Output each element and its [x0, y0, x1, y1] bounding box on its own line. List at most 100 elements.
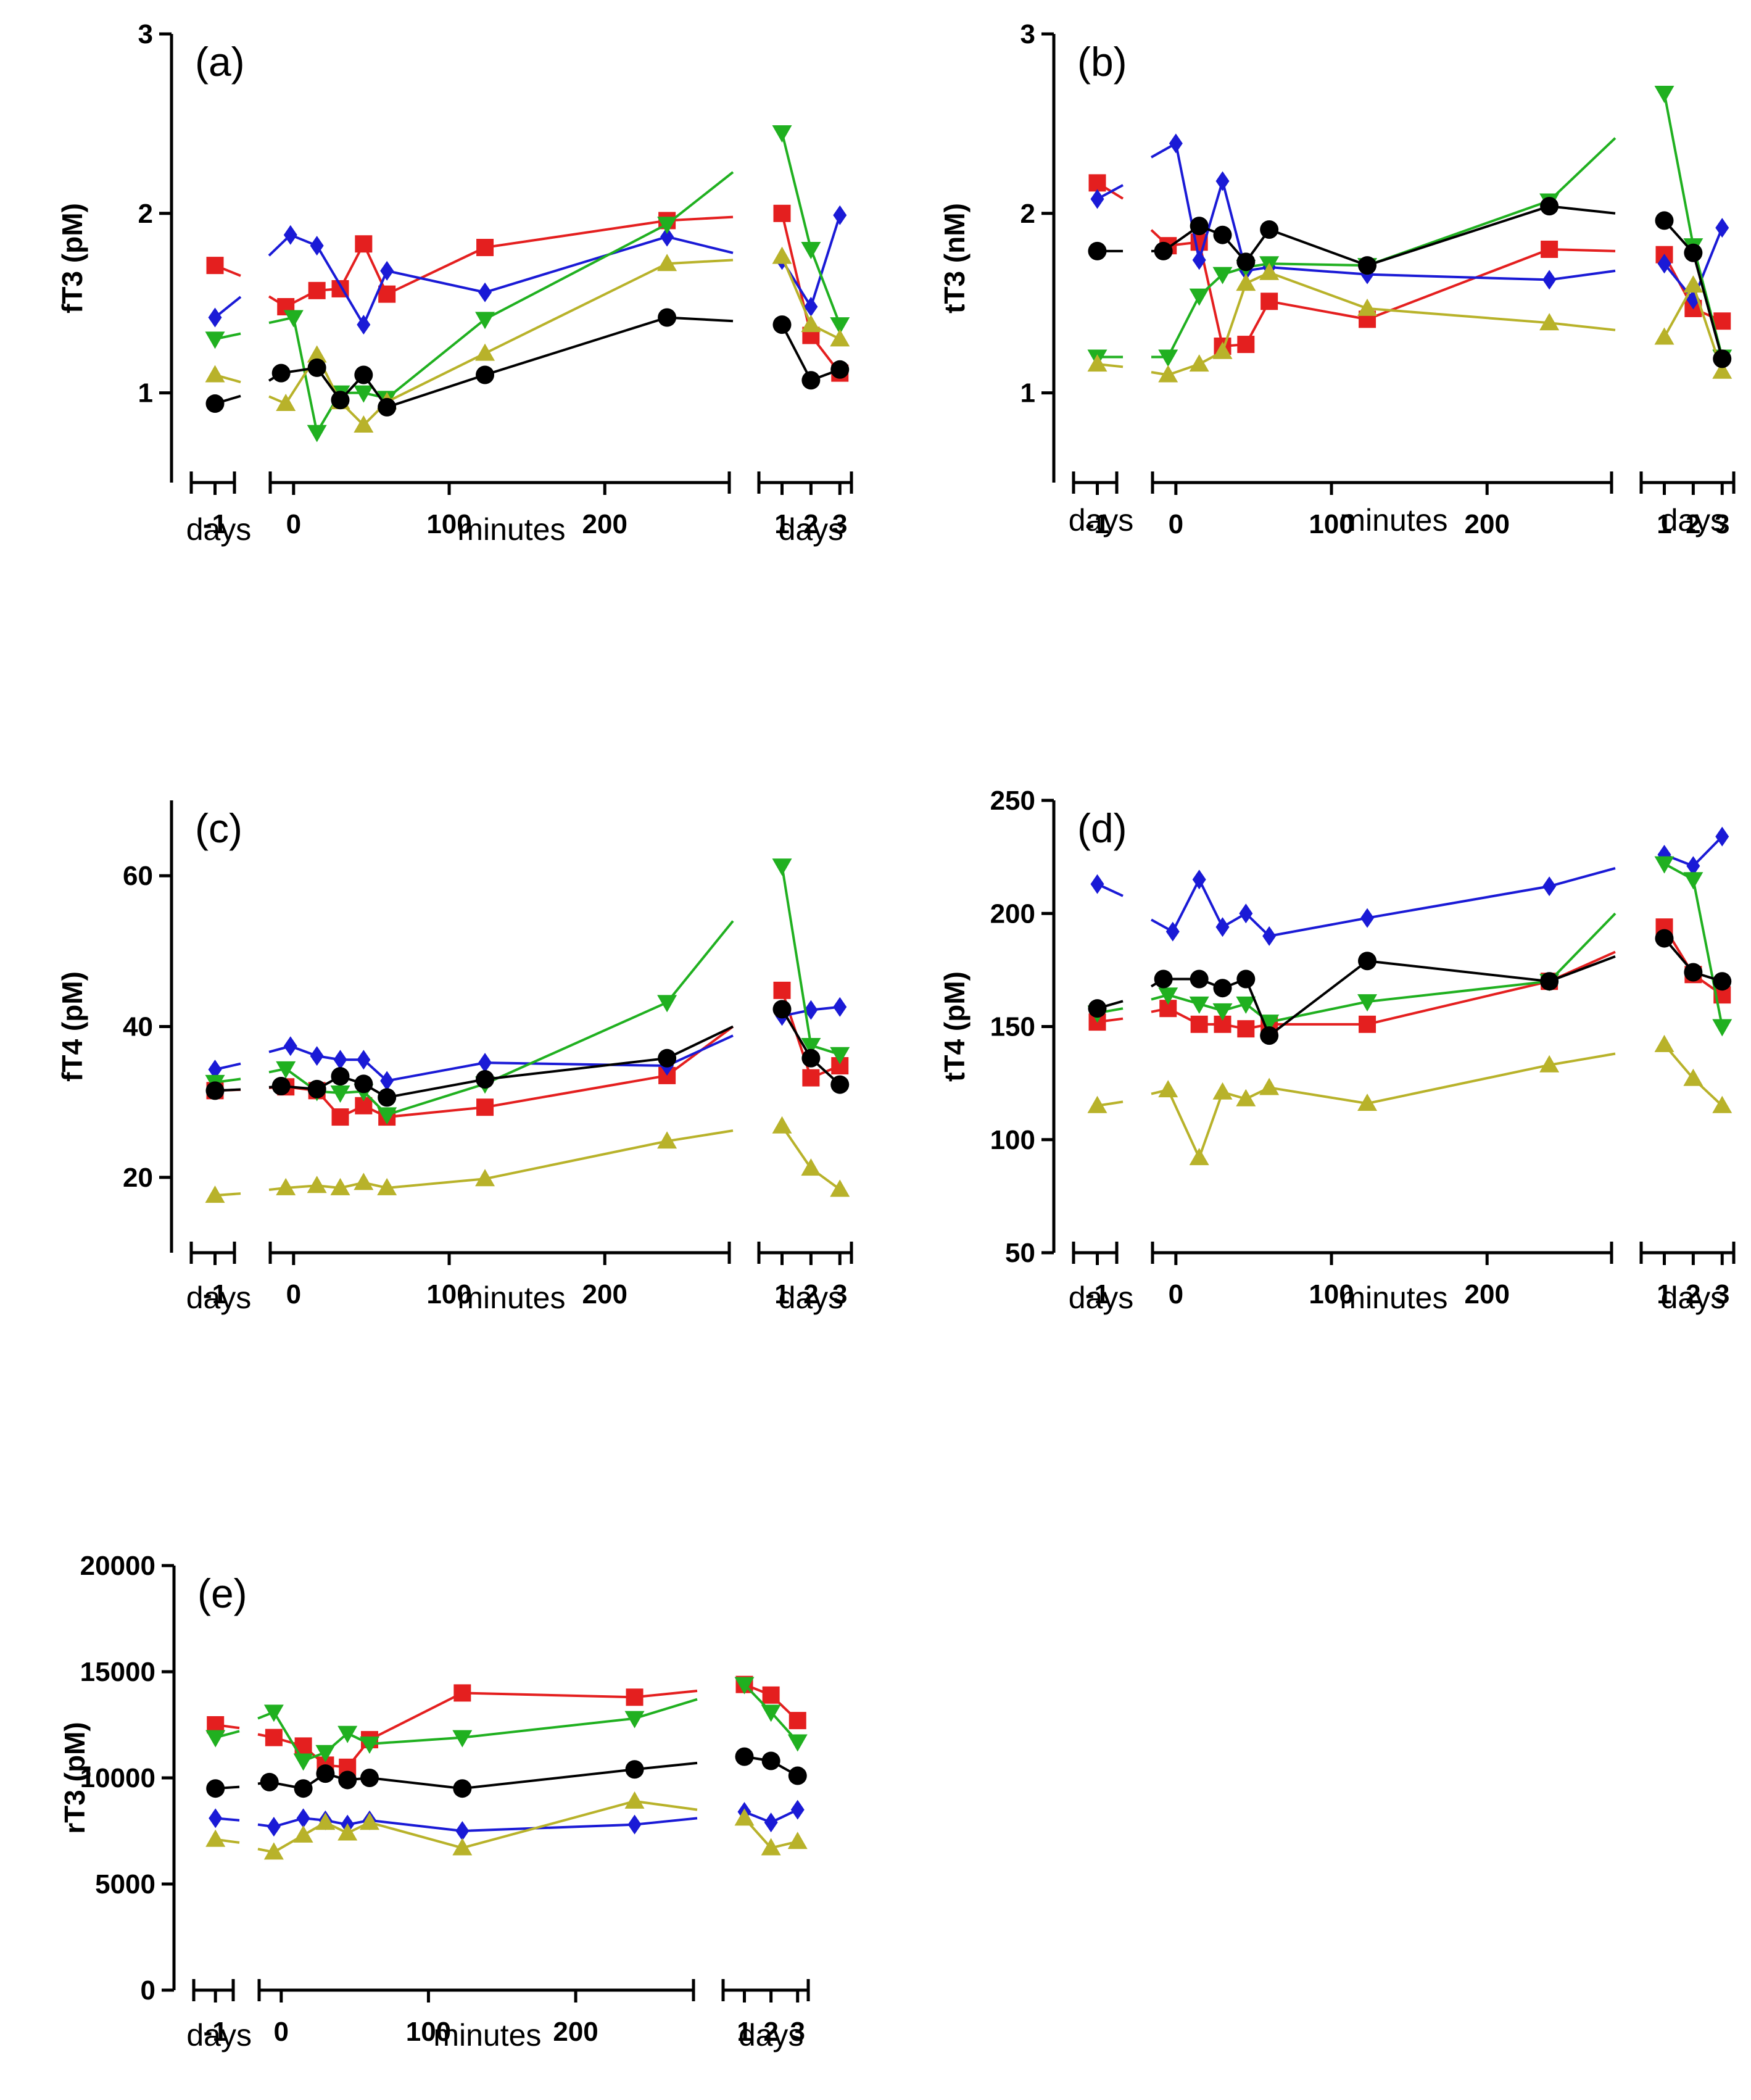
- data-point: [271, 363, 291, 383]
- data-point: [1655, 211, 1674, 230]
- data-point: [1213, 979, 1232, 998]
- data-point: [205, 394, 225, 413]
- x-segment-label: days: [1069, 503, 1134, 537]
- data-point: [354, 365, 373, 384]
- series-line-days: [780, 213, 841, 374]
- data-point: [354, 385, 374, 403]
- data-point: [283, 310, 304, 328]
- data-point: [1539, 1055, 1560, 1073]
- data-point: [263, 1842, 284, 1860]
- data-point: [378, 397, 397, 417]
- data-point: [772, 858, 792, 876]
- data-point: [830, 1075, 850, 1094]
- data-point: [1357, 994, 1378, 1012]
- panel-label: (c): [195, 805, 242, 851]
- data-point: [294, 1779, 313, 1798]
- data-point: [476, 239, 494, 257]
- data-point: [1189, 1148, 1209, 1166]
- series-black: [205, 1000, 850, 1107]
- data-point: [478, 1053, 492, 1073]
- data-point: [307, 1176, 327, 1193]
- data-point: [360, 1769, 379, 1787]
- data-point: [1192, 250, 1206, 270]
- data-point: [657, 1131, 677, 1149]
- data-point: [1542, 270, 1557, 290]
- data-point: [331, 1067, 350, 1086]
- x-segment-label: minutes: [457, 1280, 565, 1315]
- data-point: [205, 1829, 226, 1847]
- data-point: [1657, 254, 1671, 274]
- data-point: [283, 225, 297, 245]
- data-point: [624, 1791, 645, 1809]
- data-point: [1190, 969, 1209, 989]
- data-point: [1154, 969, 1173, 989]
- series-blue: [1090, 133, 1729, 310]
- data-point: [802, 1069, 820, 1087]
- data-point: [658, 308, 677, 327]
- x-tick-label: 200: [1465, 509, 1510, 539]
- data-point: [307, 345, 327, 363]
- data-point: [1358, 256, 1377, 275]
- data-point: [801, 371, 821, 390]
- data-point: [276, 1061, 296, 1079]
- data-point: [1713, 972, 1732, 991]
- y-tick-label: 2: [138, 199, 153, 229]
- x-tick-label: 1: [774, 1279, 789, 1309]
- data-point: [359, 1812, 379, 1830]
- data-point: [1212, 1003, 1233, 1021]
- data-point: [1087, 1095, 1107, 1113]
- data-point: [1158, 365, 1178, 383]
- data-point: [315, 1745, 336, 1762]
- data-point: [1158, 1080, 1178, 1098]
- data-point: [627, 1814, 642, 1835]
- data-point: [476, 365, 495, 384]
- data-point: [1090, 189, 1104, 209]
- data-point: [1539, 313, 1560, 331]
- data-point: [1686, 856, 1700, 876]
- x-tick-label: 1: [1657, 509, 1671, 539]
- data-point: [788, 1766, 807, 1785]
- series-line-days: [780, 215, 842, 310]
- data-point: [1260, 1026, 1279, 1045]
- data-point: [773, 981, 791, 999]
- data-point: [1712, 1095, 1732, 1113]
- x-tick-label: 200: [1465, 1279, 1510, 1309]
- data-point: [1262, 926, 1277, 946]
- data-point: [307, 425, 327, 442]
- data-point: [1212, 341, 1233, 359]
- data-point: [1090, 874, 1104, 894]
- data-point: [475, 343, 495, 361]
- data-point: [764, 1812, 778, 1833]
- y-tick-label: 3: [138, 19, 153, 49]
- data-point: [1654, 85, 1674, 103]
- data-point: [276, 1177, 296, 1195]
- data-point: [263, 1704, 284, 1722]
- data-point: [354, 1074, 373, 1094]
- series-black: [206, 1747, 807, 1798]
- x-segment-label: minutes: [1339, 503, 1447, 537]
- data-point: [1684, 963, 1703, 982]
- data-point: [476, 1070, 495, 1089]
- data-point: [359, 1736, 379, 1754]
- data-point: [801, 1038, 821, 1056]
- x-segment-label: days: [779, 1280, 844, 1315]
- data-point: [1542, 876, 1557, 897]
- data-point: [1260, 220, 1279, 239]
- series-line-days: [780, 1125, 841, 1190]
- data-point: [1189, 288, 1209, 306]
- data-point: [1212, 1082, 1233, 1100]
- data-point: [772, 125, 792, 143]
- x-tick-label: -1: [203, 509, 227, 539]
- x-tick-label: 0: [1169, 1279, 1183, 1309]
- data-point: [1715, 218, 1729, 238]
- x-tick-label: 200: [582, 509, 627, 539]
- data-point: [310, 1046, 324, 1066]
- data-point: [1165, 921, 1180, 942]
- data-point: [787, 1734, 808, 1752]
- x-segment-label: days: [186, 512, 252, 547]
- data-point: [357, 315, 371, 335]
- data-point: [772, 1000, 792, 1019]
- data-point: [657, 995, 677, 1013]
- data-point: [658, 1048, 677, 1068]
